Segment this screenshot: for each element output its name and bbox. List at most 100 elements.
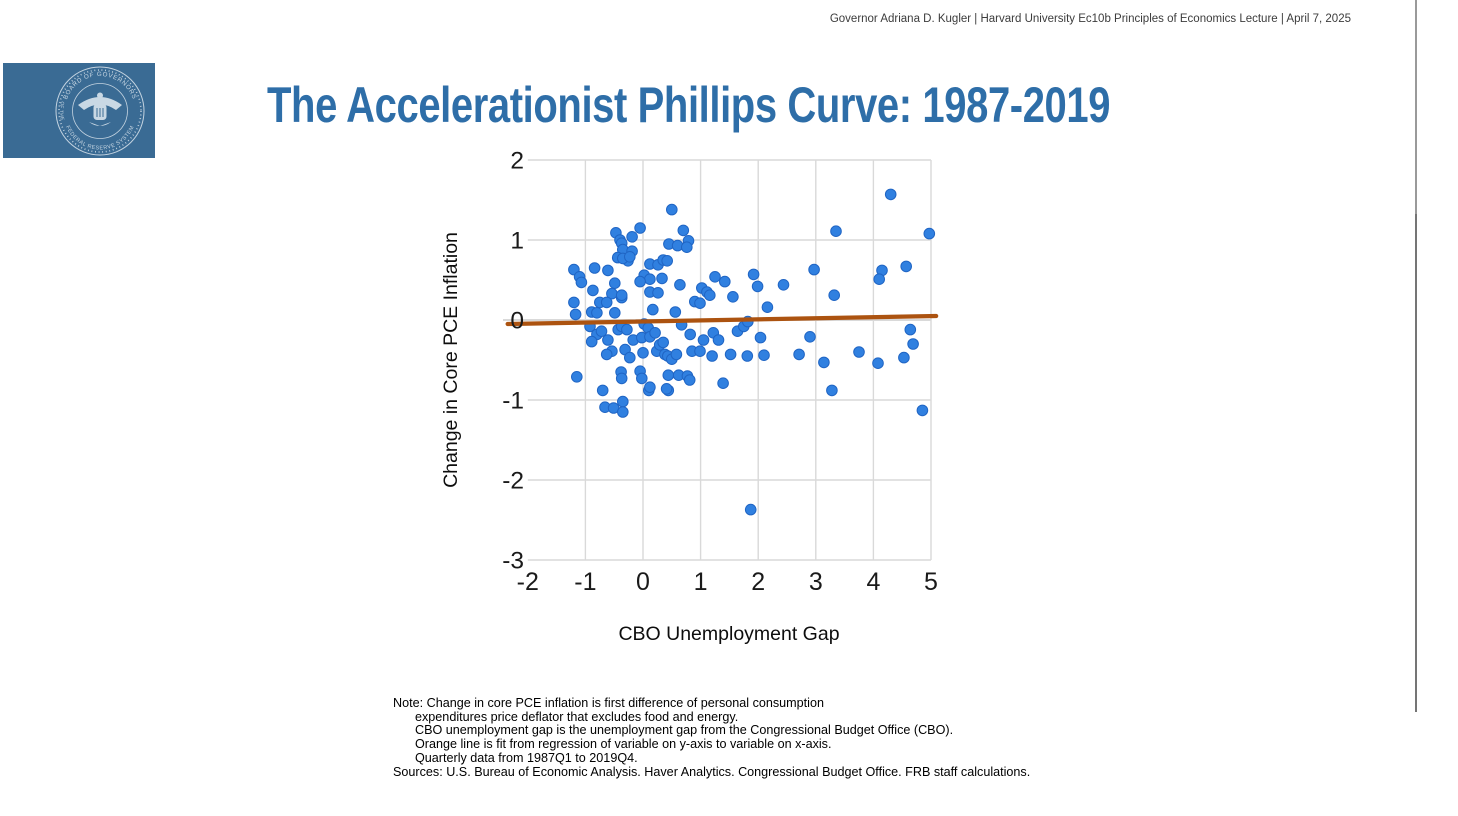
scatter-point bbox=[923, 227, 936, 240]
x-tick-label: -1 bbox=[574, 568, 596, 596]
scatter-point bbox=[644, 273, 656, 285]
scatter-point bbox=[634, 222, 646, 234]
scatter-point bbox=[830, 225, 842, 237]
scatter-point bbox=[694, 297, 706, 309]
scatter-point bbox=[624, 351, 636, 364]
scatter-point bbox=[596, 384, 609, 397]
scatter-point bbox=[904, 323, 917, 336]
scatter-point bbox=[826, 384, 838, 397]
scatter-point bbox=[571, 371, 583, 383]
scatter-point bbox=[587, 284, 599, 297]
scatter-point bbox=[709, 271, 721, 283]
scatter-point bbox=[872, 357, 884, 369]
scatter-point bbox=[804, 331, 816, 343]
scatter-point bbox=[617, 395, 629, 408]
scatter-point bbox=[568, 296, 580, 309]
scatter-point bbox=[602, 264, 614, 277]
chart-notes: Note: Change in core PCE inflation is fi… bbox=[393, 696, 1031, 779]
scatter-point bbox=[588, 262, 601, 274]
note-line: CBO unemployment gap is the unemployment… bbox=[415, 723, 954, 738]
scatter-point bbox=[873, 273, 886, 285]
scatter-point bbox=[600, 348, 613, 361]
x-tick-label: 1 bbox=[694, 568, 708, 596]
scatter-point bbox=[624, 251, 636, 263]
plot-layer: 210-1-2-3-2 -1 0 1 2 3 4 5 bbox=[502, 148, 939, 596]
scatter-point bbox=[670, 348, 683, 361]
sources-line: Sources: U.S. Bureau of Economic Analysi… bbox=[393, 764, 1031, 779]
x-tick-label: 3 bbox=[809, 568, 823, 596]
scatter-point bbox=[617, 406, 629, 418]
scatter-point bbox=[585, 335, 598, 348]
scatter-point bbox=[677, 224, 690, 237]
scatter-point bbox=[724, 348, 737, 361]
scatter-point bbox=[609, 307, 621, 319]
y-tick-label: 1 bbox=[510, 228, 524, 255]
phillips-curve-chart: 210-1-2-3-2 -1 0 1 2 3 4 5 CBO Unemployment Gap… bbox=[440, 148, 939, 645]
scatter-point bbox=[741, 350, 754, 362]
scatter-point bbox=[818, 356, 830, 369]
scatter-point bbox=[656, 272, 668, 285]
scatter-point bbox=[661, 255, 673, 267]
scatter-point bbox=[683, 374, 696, 386]
seal-rings bbox=[55, 66, 145, 156]
scatter-point bbox=[808, 263, 820, 276]
x-tick-label: 2 bbox=[751, 568, 765, 596]
note-line: Note: Change in core PCE inflation is fi… bbox=[393, 696, 824, 710]
scatter-point bbox=[777, 279, 790, 291]
scatter-point bbox=[916, 404, 929, 417]
logo-left-text: OF THE bbox=[58, 101, 65, 122]
scatter-point bbox=[674, 279, 686, 291]
scatter-point bbox=[684, 328, 697, 341]
scatter-point bbox=[898, 351, 910, 364]
slide-title: The Accelerationist Phillips Curve: 1987… bbox=[267, 77, 1111, 133]
scrollbar-thumb[interactable] bbox=[1415, 214, 1417, 712]
scatter-point bbox=[657, 336, 669, 349]
scatter-point bbox=[828, 289, 841, 301]
scatter-point bbox=[706, 350, 718, 362]
eagle-icon bbox=[78, 92, 122, 126]
note-line: Orange line is fit from regression of va… bbox=[415, 737, 832, 752]
scatter-point bbox=[595, 325, 608, 337]
scatter-point bbox=[758, 349, 770, 361]
scatter-point bbox=[649, 327, 661, 339]
scatter-point bbox=[636, 372, 648, 385]
scatter-point bbox=[712, 334, 725, 346]
scatter-point bbox=[761, 301, 774, 313]
scatter-point bbox=[662, 369, 675, 381]
scatter-point bbox=[680, 241, 693, 253]
scatter-point bbox=[644, 381, 656, 393]
y-tick-label: 2 bbox=[510, 148, 524, 175]
scatter-point bbox=[666, 203, 678, 216]
y-tick-label: -1 bbox=[502, 388, 524, 415]
scatter-point bbox=[697, 334, 710, 346]
scatter-point bbox=[900, 260, 913, 273]
scatter-point bbox=[751, 280, 764, 293]
y-tick-label: 0 bbox=[510, 308, 524, 335]
scatter-point bbox=[694, 345, 706, 357]
scatter-point bbox=[669, 306, 682, 318]
x-tick-label: 5 bbox=[924, 568, 938, 596]
svg-text:OF THE: OF THE bbox=[58, 101, 65, 122]
scatter-point bbox=[637, 347, 649, 359]
x-tick-label: 4 bbox=[866, 568, 880, 596]
note-line: expenditures price deflator that exclude… bbox=[415, 709, 739, 724]
scatter-point bbox=[754, 331, 767, 344]
scatter-point bbox=[569, 308, 582, 321]
scrollbar-track bbox=[1415, 0, 1417, 214]
scatter-point bbox=[652, 287, 664, 299]
note-line: Quarterly data from 1987Q1 to 2019Q4. bbox=[415, 750, 638, 765]
y-tick-label: -3 bbox=[502, 548, 524, 575]
scatter-point bbox=[717, 377, 729, 389]
scatter-point bbox=[621, 323, 633, 336]
scatter-point bbox=[727, 291, 739, 303]
y-tick-label: -2 bbox=[502, 468, 524, 495]
scatter-point bbox=[600, 296, 613, 309]
regression-line bbox=[505, 313, 939, 327]
scatter-point bbox=[591, 307, 603, 319]
x-tick-label: -2 bbox=[517, 568, 539, 596]
scatter-point bbox=[907, 338, 919, 350]
scatter-point bbox=[615, 372, 628, 385]
y-axis-title: Change in Core PCE Inflation bbox=[440, 232, 462, 488]
x-axis-title: CBO Unemployment Gap bbox=[618, 623, 839, 645]
scatter-point bbox=[602, 334, 614, 346]
